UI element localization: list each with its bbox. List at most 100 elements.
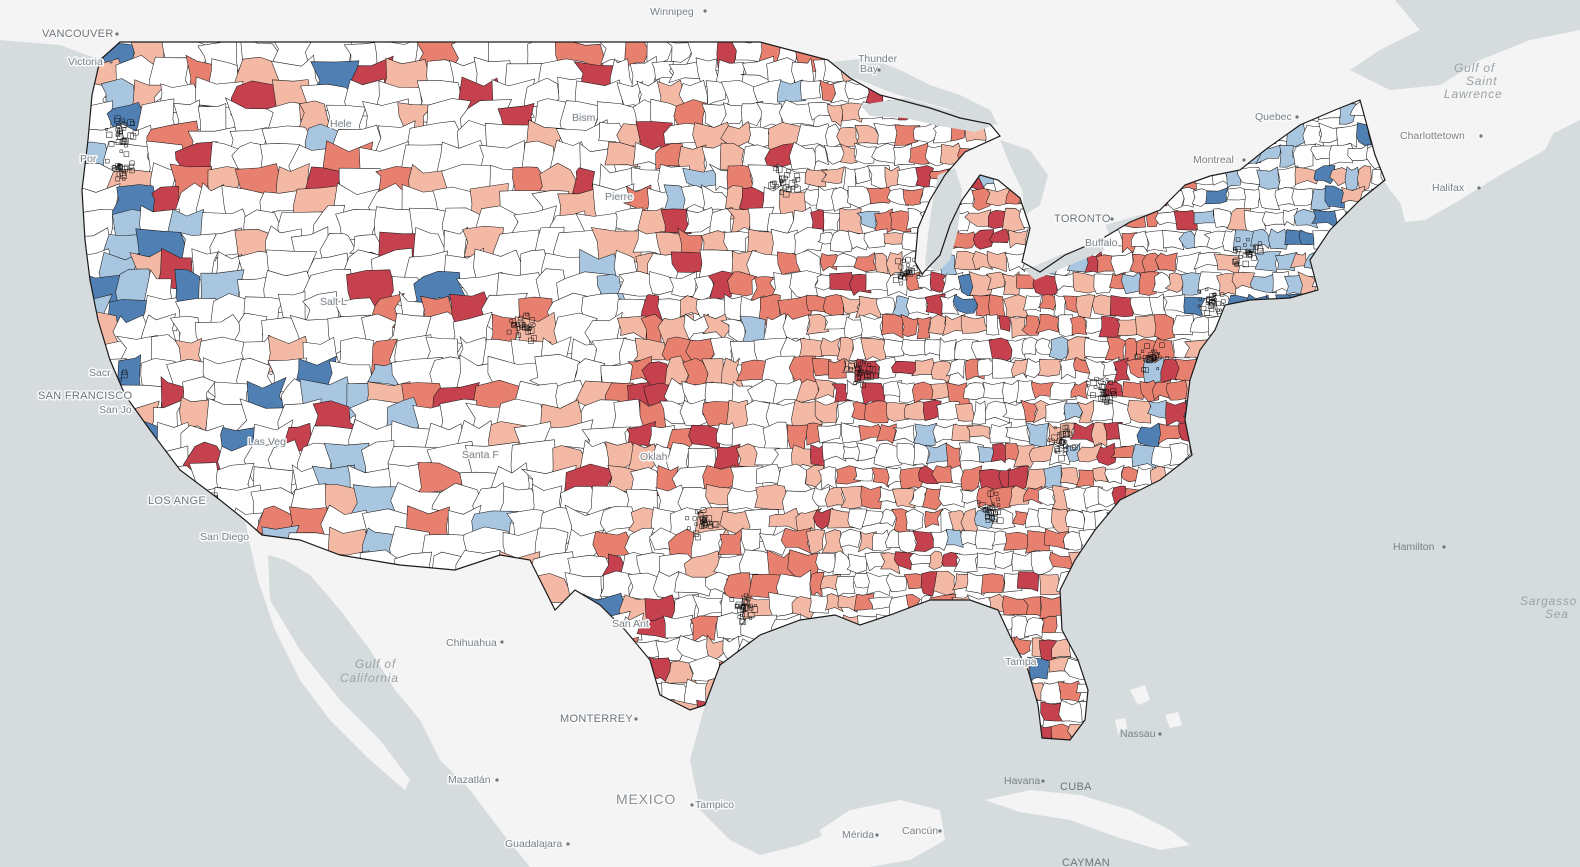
county-polygon[interactable] xyxy=(1164,272,1185,293)
county-polygon[interactable] xyxy=(834,400,858,427)
county-polygon[interactable] xyxy=(847,230,870,251)
county-polygon[interactable] xyxy=(1144,230,1167,252)
county-polygon[interactable] xyxy=(810,442,826,469)
county-polygon[interactable] xyxy=(664,41,694,63)
county-polygon[interactable] xyxy=(1024,617,1046,639)
county-polygon[interactable] xyxy=(878,486,897,504)
county-polygon[interactable] xyxy=(859,314,885,340)
county-polygon[interactable] xyxy=(881,314,906,339)
county-polygon[interactable] xyxy=(1141,252,1159,274)
county-polygon[interactable] xyxy=(930,530,950,551)
county-polygon[interactable] xyxy=(799,338,828,358)
county-polygon[interactable] xyxy=(810,209,828,232)
county-polygon[interactable] xyxy=(800,80,822,100)
county-polygon[interactable] xyxy=(952,294,978,314)
county-polygon[interactable] xyxy=(1183,296,1207,317)
county-polygon[interactable] xyxy=(1104,337,1127,361)
county-polygon[interactable] xyxy=(813,379,837,401)
county-polygon[interactable] xyxy=(896,382,916,404)
county-polygon[interactable] xyxy=(663,614,694,639)
county-polygon[interactable] xyxy=(960,465,983,491)
county-polygon[interactable] xyxy=(879,508,897,527)
county-polygon[interactable] xyxy=(633,337,666,361)
county-polygon[interactable] xyxy=(1111,399,1132,426)
county-polygon[interactable] xyxy=(708,336,734,362)
county-polygon[interactable] xyxy=(993,550,1015,569)
county-polygon[interactable] xyxy=(1151,338,1177,360)
county-polygon[interactable] xyxy=(896,442,918,467)
county-polygon[interactable] xyxy=(1003,531,1029,551)
county-polygon[interactable] xyxy=(955,403,976,422)
county-polygon[interactable] xyxy=(835,575,858,598)
county-polygon[interactable] xyxy=(873,442,902,468)
county-polygon[interactable] xyxy=(1162,230,1185,251)
county-polygon[interactable] xyxy=(853,142,877,165)
county-polygon[interactable] xyxy=(839,528,861,548)
county-polygon[interactable] xyxy=(863,228,888,249)
county-polygon[interactable] xyxy=(1318,122,1344,144)
county-polygon[interactable] xyxy=(830,229,855,253)
county-polygon[interactable] xyxy=(1096,442,1117,466)
county-polygon[interactable] xyxy=(780,527,813,555)
county-polygon[interactable] xyxy=(894,551,916,571)
county-polygon[interactable] xyxy=(832,550,852,575)
county-polygon[interactable] xyxy=(991,357,1015,379)
county-polygon[interactable] xyxy=(1250,228,1272,249)
county-polygon[interactable] xyxy=(778,99,816,126)
county-polygon[interactable] xyxy=(1017,571,1040,592)
county-polygon[interactable] xyxy=(1027,656,1051,681)
county-polygon[interactable] xyxy=(727,271,758,297)
county-polygon[interactable] xyxy=(1092,466,1109,483)
county-polygon[interactable] xyxy=(1249,273,1277,294)
county-polygon[interactable] xyxy=(885,572,907,593)
county-polygon[interactable] xyxy=(723,231,753,253)
county-polygon[interactable] xyxy=(1122,381,1147,400)
county-polygon[interactable] xyxy=(945,442,962,469)
county-polygon[interactable] xyxy=(1004,252,1027,273)
county-polygon[interactable] xyxy=(1022,485,1043,505)
county-polygon[interactable] xyxy=(829,272,855,291)
county-polygon[interactable] xyxy=(843,316,865,340)
county-polygon[interactable] xyxy=(928,550,944,570)
county-polygon[interactable] xyxy=(1083,356,1106,383)
county-polygon[interactable] xyxy=(1157,423,1184,445)
county-polygon[interactable] xyxy=(918,465,939,485)
county-polygon[interactable] xyxy=(865,571,892,596)
county-polygon[interactable] xyxy=(1098,315,1124,338)
county-polygon[interactable] xyxy=(808,594,829,614)
county-polygon[interactable] xyxy=(974,529,996,550)
county-polygon[interactable] xyxy=(971,400,987,425)
county-polygon[interactable] xyxy=(980,573,1005,594)
county-polygon[interactable] xyxy=(1357,165,1372,191)
county-polygon[interactable] xyxy=(1166,379,1189,401)
county-polygon[interactable] xyxy=(1009,316,1028,339)
county-polygon[interactable] xyxy=(985,314,1000,336)
county-polygon[interactable] xyxy=(1011,615,1030,641)
county-polygon[interactable] xyxy=(922,488,946,511)
county-polygon[interactable] xyxy=(983,381,1006,400)
county-polygon[interactable] xyxy=(1037,508,1054,529)
county-polygon[interactable] xyxy=(820,166,845,184)
county-polygon[interactable] xyxy=(1013,444,1036,469)
county-polygon[interactable] xyxy=(1258,185,1280,211)
county-polygon[interactable] xyxy=(720,102,746,125)
county-polygon[interactable] xyxy=(908,142,930,165)
county-polygon[interactable] xyxy=(906,295,930,316)
county-polygon[interactable] xyxy=(805,314,830,335)
county-polygon[interactable] xyxy=(591,337,627,368)
county-polygon[interactable] xyxy=(924,145,943,167)
county-polygon[interactable] xyxy=(892,488,916,509)
county-polygon[interactable] xyxy=(872,529,891,552)
county-polygon[interactable] xyxy=(1021,315,1041,336)
county-polygon[interactable] xyxy=(822,294,845,318)
county-polygon[interactable] xyxy=(953,552,981,573)
county-polygon[interactable] xyxy=(789,270,822,298)
county-polygon[interactable] xyxy=(1063,531,1084,551)
county-polygon[interactable] xyxy=(1268,228,1289,250)
county-polygon[interactable] xyxy=(754,484,788,510)
county-polygon[interactable] xyxy=(930,381,950,401)
county-polygon[interactable] xyxy=(822,442,847,462)
county-polygon[interactable] xyxy=(973,229,995,250)
county-polygon[interactable] xyxy=(1153,314,1176,341)
